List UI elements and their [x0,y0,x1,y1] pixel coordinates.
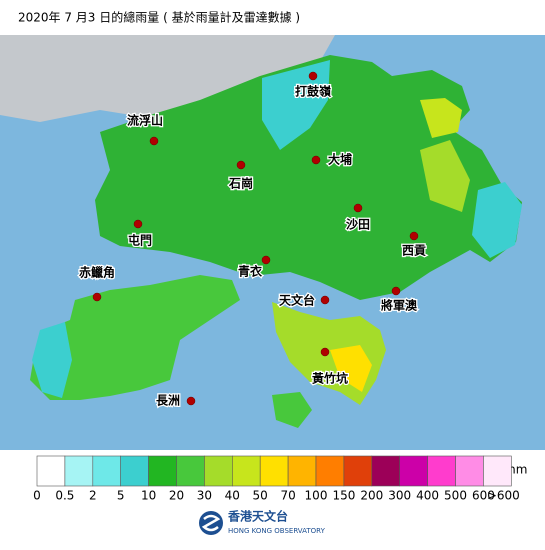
logo-en: HONG KONG OBSERVATORY [228,527,326,535]
legend: mm 0 0.5 2 5 10 20 30 40 50 70 100 150 200 300 400 500 6… [33,455,527,503]
place-label: 流浮山 [127,113,163,128]
station-marker [353,203,363,213]
station-marker [409,231,419,241]
logo-zh: 香港天文台 [227,509,288,524]
station-marker [149,136,159,146]
legend-swatch [204,455,233,487]
legend-label: 500 [444,489,467,503]
legend-label: 30 [197,489,212,503]
place-label: 沙田 [346,218,370,232]
legend-swatch [455,455,484,487]
station-marker [391,286,401,296]
legend-swatch [399,455,428,487]
lantau [30,275,240,400]
station-marker [186,396,196,406]
legend-swatch [232,455,261,487]
place-label: 黃竹坑 [311,371,348,386]
place-label: 西貢 [402,244,426,258]
legend-label: >600 [487,489,520,503]
legend-swatch [343,455,373,487]
legend-label: 600 [472,489,495,503]
legend-swatch [176,455,205,487]
lamma [272,392,312,428]
rain-patch [330,345,372,392]
legend-label: 2 [89,489,97,503]
legend-label: 0 [33,489,41,503]
station-marker [308,71,318,81]
place-label: 屯門 [128,233,152,248]
rain-patch [420,98,462,138]
legend-swatch [315,455,345,487]
station-marker [133,219,143,229]
legend-label: 400 [416,489,439,503]
title: 2020年 7 月3 日的總雨量 ( 基於雨量計及雷達數據 ) [18,10,300,25]
rain-patch [262,60,330,150]
legend-label: 20 [169,489,184,503]
place-label: 打鼓嶺 [295,84,332,99]
place-label: 天文台 [279,293,315,308]
legend-label: 10 [141,489,156,503]
legend-swatch [120,455,149,487]
place-label: 青衣 [238,264,262,279]
legend-label: 50 [253,489,268,503]
place-label: 石崗 [228,176,253,191]
legend-swatch [483,455,512,487]
rain-patch [472,182,522,258]
station-marker [320,347,330,357]
place-label: 赤鱲角 [79,265,115,280]
legend-label: 200 [360,489,383,503]
rain-patch [420,140,470,212]
legend-swatch [259,455,289,487]
legend-label: 0.5 [55,489,74,503]
legend-label: 40 [225,489,240,503]
legend-swatch [36,455,66,487]
station-marker [311,155,321,165]
legend-label: 70 [280,489,295,503]
place-label: 將軍澳 [381,298,418,313]
legend-swatch [371,455,400,487]
legend-swatch [427,455,456,487]
legend-swatch [92,455,122,487]
logo-swirl [201,514,221,532]
legend-label: 150 [332,489,355,503]
rain-patch [32,322,72,398]
legend-swatch [148,455,177,487]
legend-swatch [64,455,94,487]
legend-swatch [287,455,317,487]
station-marker [236,160,246,170]
place-label: 長洲 [156,393,180,408]
logo: 香港天文台 HONG KONG OBSERVATORY [199,509,326,535]
legend-label: 300 [388,489,411,503]
station-marker [320,295,330,305]
station-marker [92,292,102,302]
legend-label: 5 [117,489,125,503]
place-label: 大埔 [328,152,352,167]
station-marker [261,255,271,265]
mainland [0,35,335,122]
legend-label: 100 [305,489,328,503]
